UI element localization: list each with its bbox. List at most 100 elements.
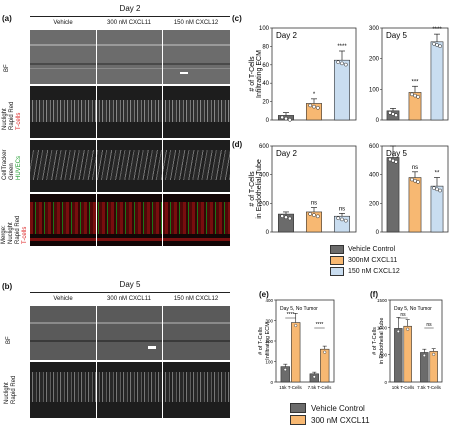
bar bbox=[430, 41, 444, 121]
data-point bbox=[435, 43, 439, 47]
data-point bbox=[432, 352, 436, 356]
legend-bottom-item-cxcl11: 300 nM CXCL11 bbox=[290, 414, 370, 426]
panel-f-letter: (f) bbox=[370, 290, 378, 299]
chart-title: Day 5 bbox=[386, 31, 407, 40]
data-point bbox=[308, 212, 312, 216]
data-point bbox=[410, 92, 414, 97]
legend-swatch bbox=[290, 415, 306, 425]
data-point bbox=[388, 157, 392, 162]
group-label: 7.5k T-Cells bbox=[308, 385, 332, 390]
legend-item-cxcl11: 300nM CXCL11 bbox=[330, 255, 400, 266]
chart-title: Day 2 bbox=[276, 31, 297, 40]
panel-a-bf-image bbox=[30, 30, 230, 84]
bar bbox=[333, 59, 350, 121]
y-tick-label: 600 bbox=[369, 144, 380, 150]
significance-label: **** bbox=[337, 44, 347, 50]
panel-b-separator-1 bbox=[96, 306, 97, 418]
y-tick-label: 80 bbox=[262, 44, 269, 50]
panel-a-merge-image bbox=[30, 194, 230, 246]
y-axis-label: # of T-Cells bbox=[249, 56, 256, 92]
y-tick-label: 300 bbox=[369, 26, 380, 32]
y-tick-label: 200 bbox=[369, 57, 380, 63]
data-point bbox=[432, 186, 436, 190]
panel-b-col-cxcl12: 150 nM CXCL12 bbox=[173, 296, 219, 302]
scale-bar bbox=[148, 346, 156, 349]
data-point bbox=[344, 218, 348, 223]
y-tick-label: 20 bbox=[262, 100, 269, 106]
legend-swatch bbox=[290, 403, 306, 413]
data-point bbox=[316, 105, 320, 110]
y-tick-label: 200 bbox=[265, 339, 273, 344]
data-point bbox=[308, 103, 312, 108]
legend-swatch bbox=[330, 245, 344, 254]
data-point bbox=[284, 215, 288, 220]
significance-label: ns bbox=[426, 322, 432, 328]
legend-swatch bbox=[330, 256, 344, 265]
data-point bbox=[288, 216, 292, 221]
data-point bbox=[323, 350, 327, 354]
chart-title: Day 2 bbox=[276, 149, 297, 158]
legend-item-vehicle: Vehicle Control bbox=[330, 244, 400, 255]
significance-label: *** bbox=[411, 79, 419, 85]
panel-a-separator-2 bbox=[162, 30, 163, 246]
data-point bbox=[312, 104, 316, 109]
y-axis-label: # of T-Cells bbox=[372, 327, 378, 355]
data-point bbox=[280, 214, 284, 218]
data-point bbox=[391, 112, 395, 116]
panel-d-letter: (d) bbox=[232, 140, 243, 149]
y-tick-label: 100 bbox=[369, 87, 380, 93]
y-axis-label: Infiltrating ECM bbox=[256, 50, 263, 98]
data-point bbox=[435, 187, 439, 192]
panel-a-separator-1 bbox=[96, 30, 97, 246]
data-point bbox=[410, 177, 414, 182]
y-tick-label: 400 bbox=[369, 173, 380, 179]
y-tick-label: 0 bbox=[384, 380, 387, 385]
y-tick-label: 0 bbox=[376, 230, 380, 236]
bar bbox=[386, 157, 400, 233]
plot-frame bbox=[389, 299, 443, 383]
y-tick-label: 400 bbox=[265, 298, 273, 303]
panel-e-letter: (e) bbox=[259, 290, 269, 299]
significance-label: ns bbox=[412, 165, 418, 171]
y-tick-label: 60 bbox=[262, 63, 269, 69]
group-label: 10k T-Cells bbox=[392, 385, 415, 390]
significance-label: ns bbox=[311, 201, 317, 207]
bar bbox=[320, 348, 330, 383]
y-tick-label: 40 bbox=[262, 81, 269, 87]
panel-b-bf-image bbox=[30, 306, 230, 360]
panel-c-letter: (c) bbox=[232, 14, 242, 23]
panel-a-green-image bbox=[30, 140, 230, 192]
bar bbox=[394, 328, 403, 383]
legend-item-cxcl12: 150 nM CXCL12 bbox=[330, 266, 400, 277]
y-axis-label: Infiltrating ECM bbox=[265, 322, 271, 360]
legend-bottom-item-vehicle: Vehicle Control bbox=[290, 402, 370, 414]
panel-b-header: Day 5 bbox=[119, 280, 141, 289]
panel-a-col-cxcl12: 150 nM CXCL12 bbox=[173, 20, 219, 26]
panel-a-header-rule bbox=[30, 16, 230, 17]
panel-a-red-image bbox=[30, 86, 230, 138]
y-tick-label: 1500 bbox=[377, 298, 388, 303]
significance-label: * bbox=[313, 92, 316, 98]
data-point bbox=[438, 44, 442, 49]
panel-b-separator-2 bbox=[162, 306, 163, 418]
significance-label: ** bbox=[435, 171, 440, 177]
data-point bbox=[336, 60, 340, 65]
data-point bbox=[413, 178, 417, 183]
significance-label: ns bbox=[400, 312, 406, 318]
panel-b-header-rule bbox=[30, 292, 230, 293]
significance-label: **** bbox=[316, 322, 324, 328]
data-point bbox=[413, 93, 417, 98]
panel-a-header: Day 2 bbox=[119, 4, 141, 13]
significance-label: **** bbox=[432, 27, 442, 33]
data-point bbox=[388, 110, 392, 115]
legend-bottom: Vehicle Control 300 nM CXCL11 bbox=[290, 402, 370, 426]
chart-title: Day 5 bbox=[386, 149, 407, 158]
bar bbox=[291, 322, 301, 383]
data-point bbox=[336, 216, 340, 221]
y-tick-label: 0 bbox=[376, 118, 380, 124]
data-point bbox=[422, 353, 426, 357]
data-point bbox=[283, 368, 287, 372]
y-tick-label: 400 bbox=[259, 173, 270, 179]
chart-title: Day 5, No Tumor bbox=[280, 306, 318, 312]
y-tick-label: 0 bbox=[266, 230, 270, 236]
